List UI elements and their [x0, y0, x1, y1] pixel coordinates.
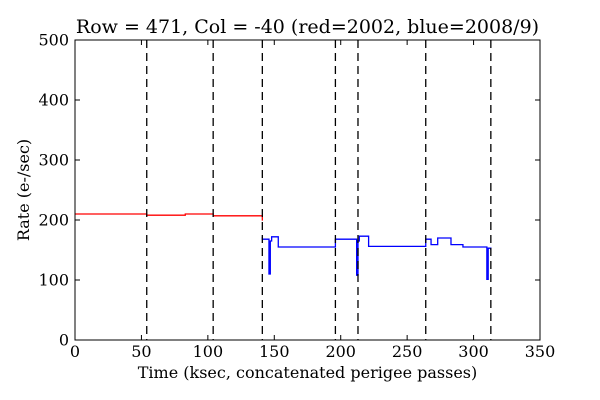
x-tick-label: 250	[392, 342, 423, 361]
x-tick-label: 0	[70, 342, 80, 361]
x-axis-label: Time (ksec, concatenated perigee passes)	[138, 363, 478, 382]
x-tick-label: 200	[325, 342, 356, 361]
series-line-0	[75, 213, 263, 221]
y-tick-label: 300	[38, 151, 69, 170]
y-tick-label: 200	[38, 211, 69, 230]
y-tick-label: 0	[59, 331, 69, 350]
chart-title: Row = 471, Col = -40 (red=2002, blue=200…	[76, 16, 539, 38]
x-tick-label: 300	[458, 342, 489, 361]
y-tick-label: 100	[38, 271, 69, 290]
x-tick-label: 100	[193, 342, 224, 361]
y-tick-label: 500	[38, 31, 69, 50]
series-line-1	[261, 235, 492, 281]
x-tick-label: 350	[525, 342, 556, 361]
y-tick-label: 400	[38, 91, 69, 110]
x-tick-label: 150	[259, 342, 290, 361]
axis-ticks: 0 50 100 150 200 250 300 350 0 100 200 300 400 500	[38, 31, 555, 362]
plot-frame	[74, 39, 541, 341]
y-axis-label: Rate (e-/sec)	[14, 139, 33, 241]
plot-area	[75, 40, 492, 340]
x-tick-label: 50	[131, 342, 151, 361]
